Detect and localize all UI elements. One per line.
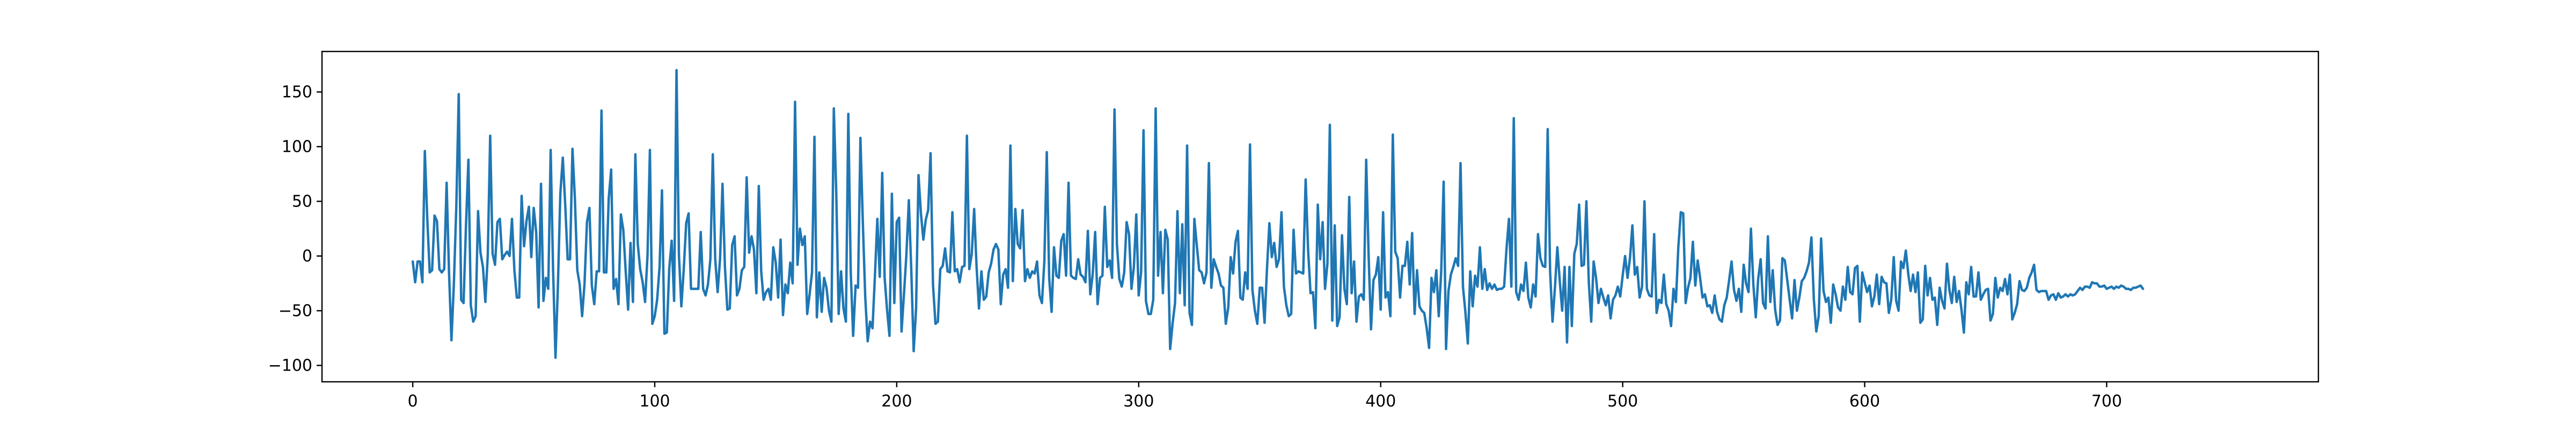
x-tick-label: 600 [1849,392,1880,411]
x-tick-label: 0 [408,392,418,411]
x-tick-label: 100 [639,392,670,411]
y-tick-label: −100 [268,356,312,375]
y-tick-label: 100 [282,137,312,156]
x-tick-label: 700 [2091,392,2122,411]
y-tick-label: 0 [302,247,312,265]
y-tick-label: −50 [279,301,312,320]
plot-area [322,51,2318,382]
x-tick-label: 200 [881,392,912,411]
x-tick-label: 500 [1607,392,1638,411]
series-line-0 [411,69,2145,359]
axes-frame [321,50,2319,383]
y-tick-label: 150 [282,83,312,101]
x-tick-label: 300 [1123,392,1154,411]
y-tick-label: 50 [292,192,312,211]
x-tick-label: 400 [1365,392,1396,411]
